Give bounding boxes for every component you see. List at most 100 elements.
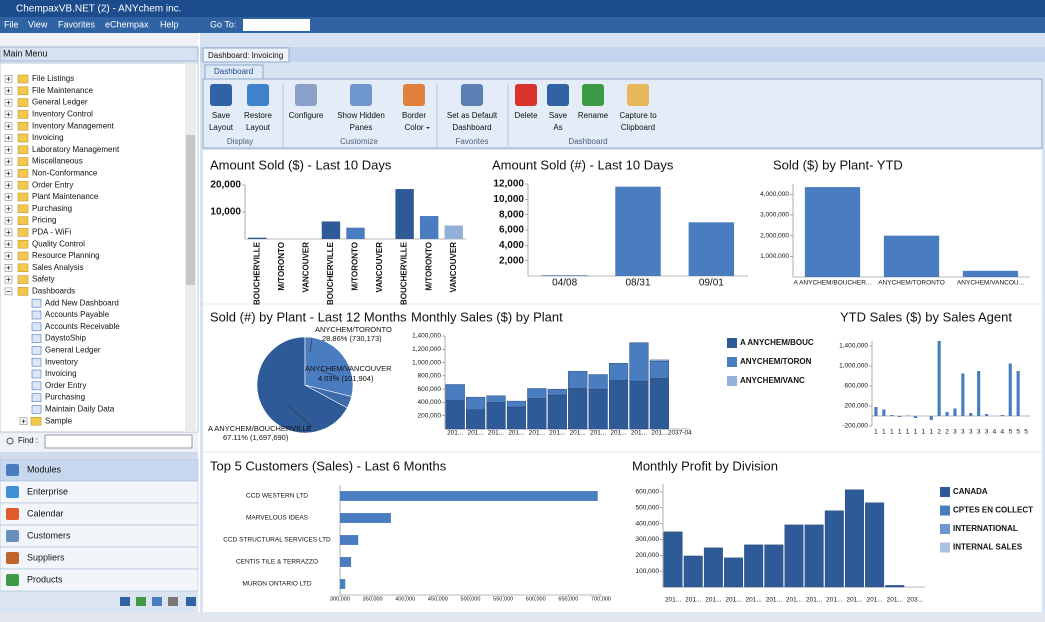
tree-item[interactable]: Add New Dashboard [45,298,119,307]
ribbon-icon[interactable] [461,84,483,106]
tree-item[interactable]: Pricing [32,216,56,225]
y-tick-label: 20,000 [210,180,241,191]
tree-item[interactable]: File Maintenance [32,86,93,95]
dashboard-icon [31,357,42,367]
tree-item[interactable]: Purchasing [32,204,72,213]
slice-label: ANYCHEM/VANCOUVER [305,364,392,373]
toolbar-icon[interactable] [152,597,162,606]
menu-item[interactable]: Help [160,19,179,29]
tree-item[interactable]: Inventory [45,357,78,366]
nav-label[interactable]: Suppliers [27,552,65,562]
tree-item[interactable]: Non-Conformance [32,169,98,178]
tree-item[interactable]: Accounts Payable [45,310,110,319]
ribbon-icon[interactable] [247,84,269,106]
tree-item[interactable]: General Ledger [45,346,101,355]
tree-item[interactable]: File Listings [32,74,74,83]
x-tick-label: VANCOUVER [449,242,458,293]
document-tab[interactable] [202,47,290,63]
tree-item[interactable]: General Ledger [32,98,88,107]
tree-item[interactable]: Inventory Control [32,110,93,119]
toolbar-icon[interactable] [136,597,146,606]
menu-item[interactable]: View [28,19,48,29]
tree-item[interactable]: Order Entry [45,381,86,390]
nav-label[interactable]: Calendar [27,508,64,518]
nav-label[interactable]: Modules [27,464,62,474]
ribbon-tab-label: Dashboard [214,67,253,76]
find-input[interactable] [44,434,193,449]
tree-item[interactable]: Sales Analysis [32,263,84,272]
x-tick-label: 201... [447,430,463,437]
nav-label[interactable]: Products [27,574,63,584]
ribbon-button-label[interactable]: Set as Default [447,111,498,120]
bar [568,388,588,430]
ribbon-button-label[interactable]: Save [549,111,568,120]
bar [615,186,661,276]
ribbon-button-label[interactable]: Color [404,123,423,132]
ribbon-icon[interactable] [627,84,649,106]
bar [744,544,764,588]
x-tick-label: 1 [874,429,878,436]
toolbar-icon[interactable] [168,597,178,606]
tree-item[interactable]: Sample [45,416,73,425]
tree-item[interactable]: Miscellaneous [32,157,83,166]
tree-item[interactable]: Quality Control [32,239,85,248]
nav-label[interactable]: Customers [27,530,71,540]
ribbon-group-label: Dashboard [568,137,607,146]
menu-item[interactable]: Favorites [58,19,96,29]
tree-item[interactable]: Maintain Daily Data [45,405,115,414]
ribbon-button-label[interactable]: Panes [350,123,373,132]
ribbon-icon[interactable] [515,84,537,106]
tree-item[interactable]: Accounts Receivable [45,322,120,331]
scroll-thumb[interactable] [186,135,195,285]
legend-swatch [940,487,950,497]
ribbon-icon[interactable] [350,84,372,106]
x-tick-label: 1 [929,429,933,436]
tree-item[interactable]: Plant Maintenance [32,192,99,201]
bar [885,585,905,588]
goto-input[interactable] [243,19,310,31]
ribbon-button-label[interactable]: Layout [246,123,271,132]
ribbon-icon[interactable] [547,84,569,106]
folder-icon [17,192,29,202]
tree-item[interactable]: DaystoShip [45,334,86,343]
tree-item[interactable]: Inventory Management [32,121,115,130]
folder-icon [17,169,29,178]
ribbon-button-label[interactable]: Dashboard [452,123,491,132]
folder-icon [17,275,29,284]
toolbar-icon[interactable] [120,597,130,606]
leader-line [309,337,313,353]
tree-item[interactable]: Invoicing [45,369,77,378]
tree-item[interactable]: PDA - WiFi [32,228,71,237]
tree-item[interactable]: Resource Planning [32,251,100,260]
nav-button[interactable] [0,568,199,592]
ribbon-icon[interactable] [210,84,232,106]
y-tick-label: MARVELOUS IDEAS [246,515,309,522]
menu-item[interactable]: File [4,19,19,29]
legend-swatch [727,338,737,348]
menu-item[interactable]: eChempax [105,19,149,29]
tree-item[interactable]: Purchasing [45,393,85,402]
ribbon-button-label[interactable]: Restore [244,111,273,120]
bar [568,371,588,389]
y-tick-label: 600,000 [636,489,660,496]
ribbon-button-label[interactable]: Clipboard [621,123,655,132]
ribbon-button-label[interactable]: As [553,123,562,132]
ribbon-button-label[interactable]: Layout [209,123,234,132]
ribbon-button-label[interactable]: Rename [578,111,609,120]
ribbon-button-label[interactable]: Show Hidden [337,111,385,120]
ribbon-icon[interactable] [403,84,425,106]
ribbon-button-label[interactable]: Capture to [619,111,657,120]
tree-item[interactable]: Safety [32,275,55,284]
tree-item[interactable]: Invoicing [32,133,64,142]
tree-item[interactable]: Order Entry [32,180,73,189]
tree-item[interactable]: Dashboards [32,287,75,296]
tree-item[interactable]: Laboratory Management [32,145,120,154]
ribbon-icon[interactable] [295,84,317,106]
ribbon-button-label[interactable]: Configure [289,111,324,120]
ribbon-icon[interactable] [582,84,604,106]
ribbon-button-label[interactable]: Save [212,111,231,120]
nav-label[interactable]: Enterprise [27,486,68,496]
ribbon-button-label[interactable]: Delete [514,111,538,120]
toolbar-icon[interactable] [186,597,196,606]
ribbon-button-label[interactable]: Border [402,111,426,120]
